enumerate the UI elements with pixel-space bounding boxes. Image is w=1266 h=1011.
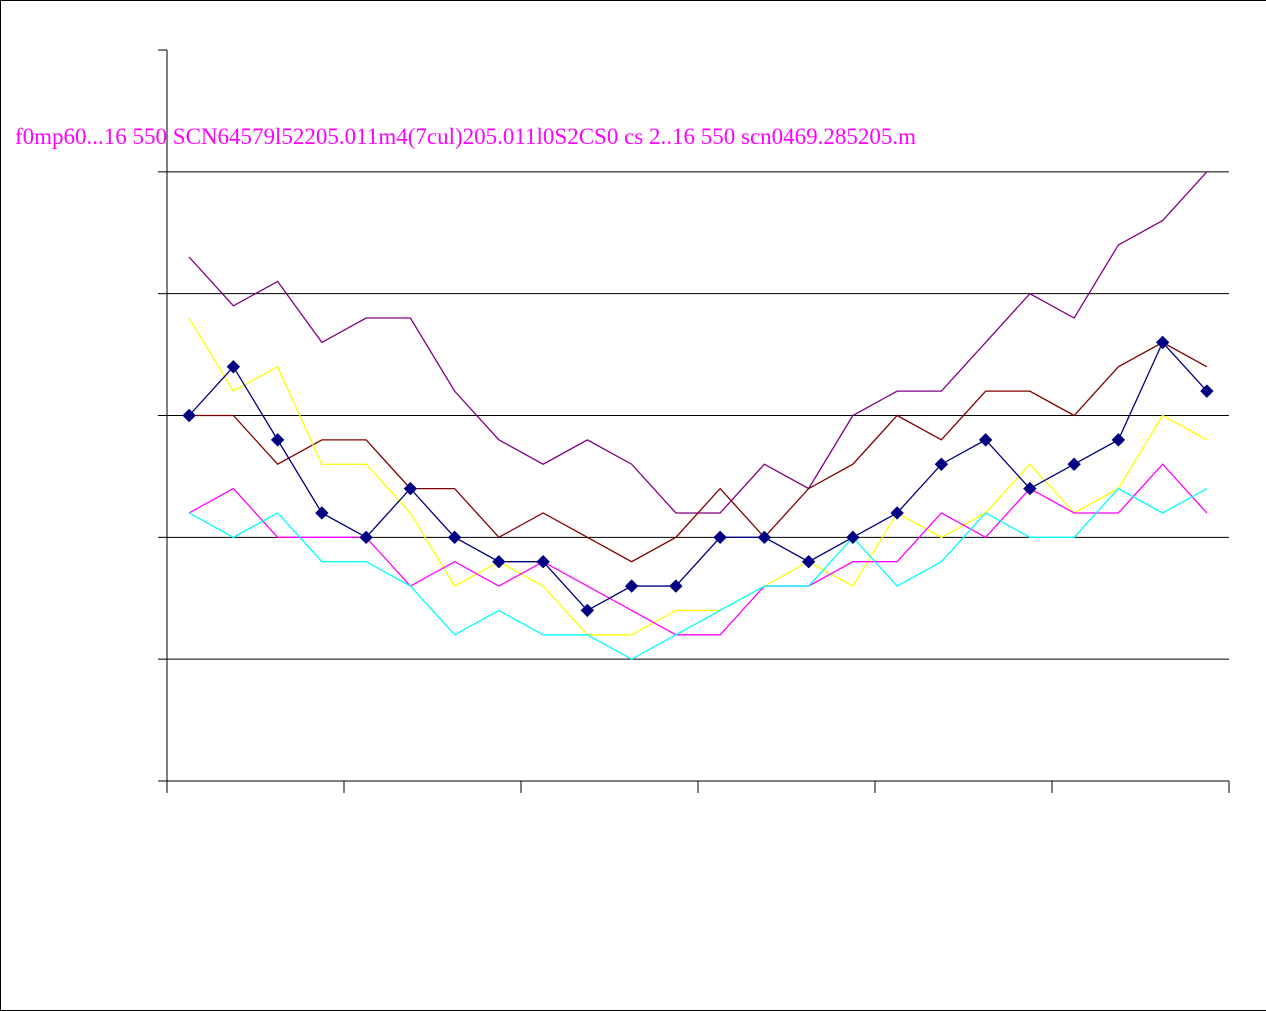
data-point	[1023, 481, 1037, 496]
series-line	[188, 487, 1208, 660]
axes	[158, 49, 1230, 793]
data-point	[890, 506, 904, 520]
data-point	[978, 433, 993, 447]
data-point	[713, 530, 727, 545]
data-point	[846, 530, 860, 545]
series-group	[182, 171, 1214, 660]
data-point	[801, 554, 816, 569]
overlay-series-labels: f0mp60...16 550 SCN64579l52205.011m4(7cu…	[15, 124, 916, 149]
data-point	[359, 530, 373, 545]
series-5	[188, 487, 1208, 660]
data-point	[580, 603, 595, 618]
data-point	[315, 506, 329, 520]
data-point	[669, 579, 683, 593]
series-4	[188, 463, 1208, 636]
data-point	[492, 554, 506, 569]
series-2	[189, 341, 1208, 563]
series-line	[189, 341, 1208, 563]
series-line	[188, 463, 1208, 636]
gridlines	[167, 171, 1229, 660]
data-point	[536, 554, 550, 569]
data-point	[182, 408, 196, 423]
data-point	[934, 457, 949, 471]
data-point	[447, 530, 462, 545]
data-point	[270, 433, 285, 447]
data-point	[1155, 335, 1170, 350]
series-line	[188, 341, 1208, 612]
data-point	[226, 360, 241, 374]
series-1	[188, 171, 1208, 514]
data-point	[1111, 433, 1126, 447]
data-point	[1200, 384, 1214, 398]
data-point	[1067, 457, 1081, 471]
series-line	[188, 317, 1208, 636]
data-point	[757, 530, 772, 545]
data-point	[403, 481, 418, 496]
series-line	[188, 171, 1208, 514]
series-3	[188, 317, 1208, 636]
series-6	[182, 335, 1214, 618]
data-point	[624, 579, 639, 593]
